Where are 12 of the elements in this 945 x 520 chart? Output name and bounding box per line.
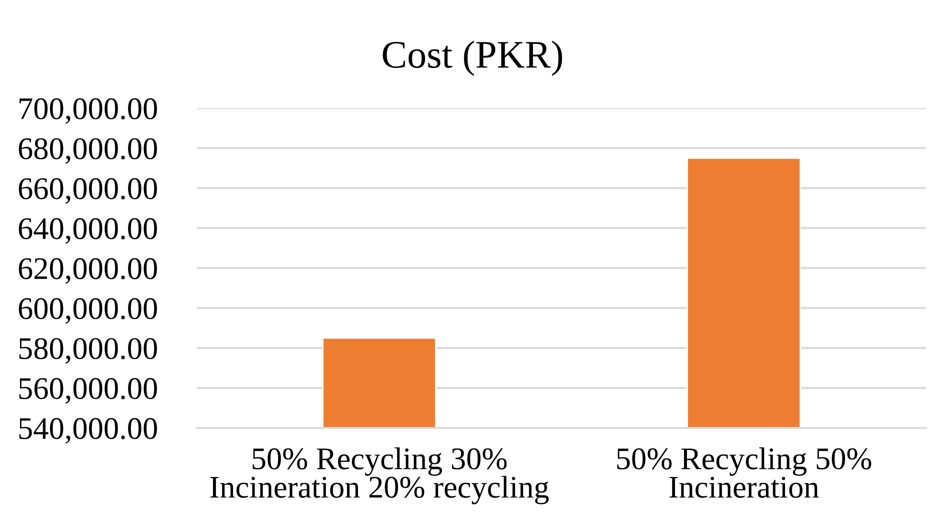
y-tick-label: 680,000.00	[18, 138, 157, 164]
y-tick-label: 560,000.00	[19, 378, 157, 404]
y-tick-label: 700,000.00	[20, 98, 157, 124]
y-tick-label: 580,000.00	[19, 338, 157, 364]
y-tick-label: 620,000.00	[18, 258, 157, 284]
x-tick-label: 50% Recycling 30% Incineration 20% recycling	[210, 447, 549, 504]
x-tick-label: 50% Recycling 50% Incineration	[617, 447, 872, 498]
y-tick-label: 600,000.00	[18, 298, 157, 324]
chart-title: Cost (PKR)	[382, 40, 562, 76]
y-tick-label: 640,000.00	[18, 218, 157, 244]
y-tick-label: 660,000.00	[18, 178, 157, 204]
y-tick-label: 540,000.00	[19, 418, 157, 444]
